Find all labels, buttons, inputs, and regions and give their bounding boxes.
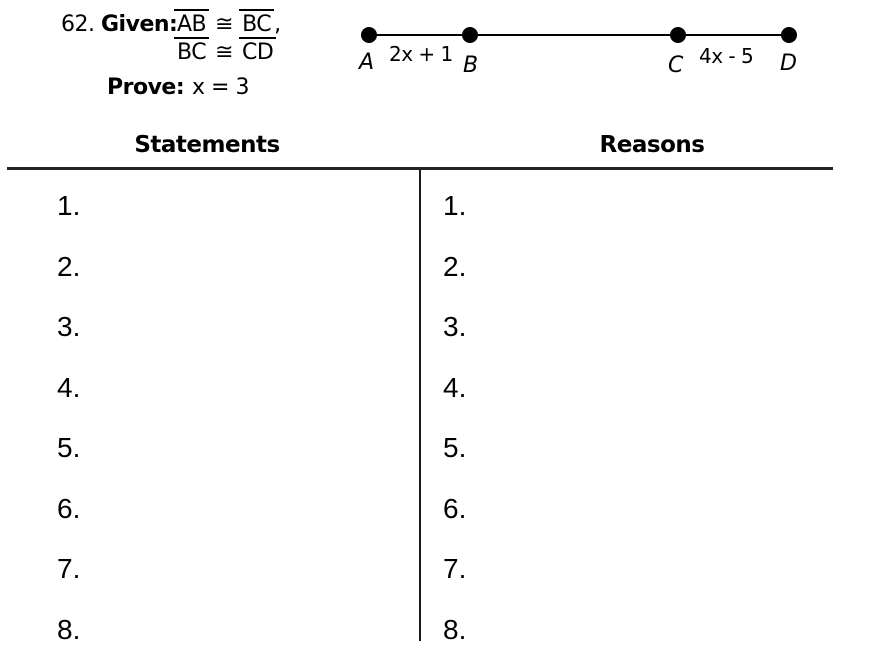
congruent-symbol-1: ≅ [215,12,234,37]
congruent-symbol-2: ≅ [215,40,234,65]
segment-bc: BC [239,9,275,36]
reason-row-number: 5. [443,432,467,463]
reason-row-number: 3. [443,311,467,342]
segment-bc-2: BC [174,37,210,64]
statements-header: Statements [134,132,280,158]
statement-row-number: 8. [57,613,81,645]
reasons-header: Reasons [599,132,705,158]
given-label: Given: [101,12,178,37]
point-label-c: C [668,53,683,78]
segment-line [369,34,789,36]
given-line-2: BC ≅ CD [174,37,277,65]
point-dot-a [361,27,377,43]
reason-row-number: 8. [443,613,467,645]
reasons-column: 1. 2. 3. 4. 5. 6. 7. 8. [443,192,466,646]
segment-length-label-ab: 2x + 1 [389,42,453,66]
statement-row-number: 1. [57,190,81,221]
segment-length-label-cd: 4x - 5 [699,44,754,68]
point-label-a: A [359,50,374,75]
point-label-b: B [463,53,478,78]
statement-row-number: 3. [57,311,81,342]
statement-row-number: 5. [57,432,81,463]
segment-ab: AB [174,9,210,36]
reason-row-number: 1. [443,190,467,221]
prove-statement: x = 3 [192,75,249,100]
given-comma: , [274,12,281,37]
statement-row-number: 6. [57,492,81,524]
reason-row-number: 6. [443,492,467,524]
given-line-1: AB ≅ BC, [174,9,281,37]
statement-row-number: 2. [57,250,81,282]
reason-row-number: 4. [443,371,467,403]
reason-row-number: 7. [443,553,467,584]
statements-column: 1. 2. 3. 4. 5. 6. 7. 8. [57,192,80,646]
header-divider-line [7,167,833,170]
statement-row-number: 7. [57,553,81,584]
point-dot-d [781,27,797,43]
point-dot-b [462,27,478,43]
point-label-d: D [780,51,797,76]
point-dot-c [670,27,686,43]
prove-label: Prove: [107,75,185,100]
column-divider-line [419,170,421,641]
reason-row-number: 2. [443,250,467,282]
problem-number: 62. [61,12,95,37]
segment-cd: CD [239,37,277,64]
statement-row-number: 4. [57,371,81,403]
